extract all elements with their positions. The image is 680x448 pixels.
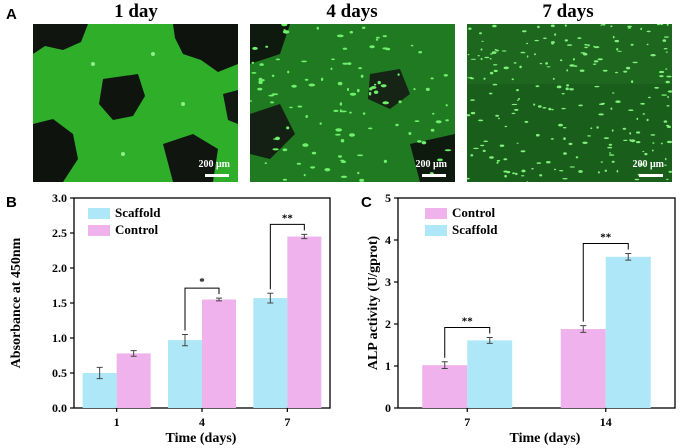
micrograph-4days: 200 μm <box>250 24 455 182</box>
scalebar <box>639 174 663 177</box>
error-bar <box>130 350 137 357</box>
y-tick-label: 3 <box>385 275 391 289</box>
micrograph-1day: 200 μm <box>33 24 238 182</box>
chart-c-ylabel: ALP activity (U/gprot) <box>366 236 381 371</box>
legend-label-scaffold: Scaffold <box>115 205 161 220</box>
panel-c-letter: C <box>361 194 372 211</box>
scalebar <box>422 174 446 177</box>
significance-bracket <box>269 223 305 290</box>
bar-scaffold-4 <box>168 340 202 408</box>
panel-a-letter: A <box>6 6 17 23</box>
significance-label: ** <box>600 231 612 243</box>
x-tick-label: 7 <box>464 415 470 429</box>
chart-b-ylabel: Absorbance at 450nm <box>9 237 24 368</box>
chart-c-xlabel: Time (days) <box>510 431 581 446</box>
significance-bracket <box>582 242 629 322</box>
chart-b: Absorbance at 450nm Time (days) 0.0 0.5 1.… <box>9 191 331 446</box>
legend-swatch-control <box>88 225 110 236</box>
micro-title-4days: 4 days <box>326 1 378 22</box>
scalebar-label: 200 μm <box>415 159 448 170</box>
error-bar <box>625 252 632 261</box>
y-tick-label: 2.5 <box>52 226 67 240</box>
error-bar <box>486 336 493 344</box>
error-bar <box>96 366 103 380</box>
scalebar <box>205 174 229 177</box>
y-tick-label: 2 <box>385 317 391 331</box>
error-bar <box>301 233 308 240</box>
significance-label: ** <box>462 315 474 327</box>
micrograph-4days-image <box>250 24 455 182</box>
y-tick-label: 1 <box>385 359 391 373</box>
significance-bracket <box>184 287 220 331</box>
bar-control-4 <box>202 299 236 408</box>
y-tick-label: 2.0 <box>52 261 67 275</box>
error-bar <box>216 297 222 302</box>
x-tick-label: 4 <box>199 415 205 429</box>
scalebar-label: 200 μm <box>632 159 665 170</box>
significance-label: ** <box>282 212 294 224</box>
bar-scaffold-14 <box>605 256 651 408</box>
x-tick-label: 7 <box>284 415 290 429</box>
chart-c: ALP activity (U/gprot) Time (days) 0 1 2 3 4… <box>366 191 676 446</box>
bar-scaffold-7 <box>253 298 288 408</box>
legend-swatch-control <box>425 208 447 219</box>
bar-control-7 <box>287 236 322 408</box>
scalebar-label: 200 μm <box>198 159 231 170</box>
significance-label: * <box>199 276 205 288</box>
legend-swatch-scaffold <box>88 208 110 219</box>
y-tick-label: 1.0 <box>52 331 67 345</box>
significance-bracket <box>444 326 491 358</box>
y-tick-label: 4 <box>385 233 391 247</box>
chart-b-xlabel: Time (days) <box>166 431 237 446</box>
error-bar <box>441 361 448 370</box>
micrograph-7days-image <box>467 24 672 182</box>
chart-c-frame <box>397 197 676 409</box>
bar-control-1 <box>116 353 151 408</box>
y-tick-label: 0.0 <box>52 401 67 415</box>
micrograph-7days: 200 μm <box>467 24 672 182</box>
bar-control-14 <box>560 329 606 408</box>
y-tick-label: 5 <box>385 191 391 205</box>
y-tick-label: 1.5 <box>52 296 67 310</box>
legend-label-control: Control <box>115 222 158 237</box>
micrograph-1day-image <box>33 24 238 182</box>
y-tick-label: 0.5 <box>52 366 67 380</box>
y-tick-label: 3.0 <box>52 191 67 205</box>
micro-title-7days: 7 days <box>542 1 594 22</box>
bar-scaffold-7 <box>467 340 513 408</box>
panel-b-letter: B <box>6 194 17 211</box>
error-bar <box>182 334 188 347</box>
legend-swatch-scaffold <box>425 225 447 236</box>
legend-label-scaffold: Scaffold <box>452 222 498 237</box>
x-tick-label: 1 <box>114 415 120 429</box>
x-tick-label: 14 <box>600 415 612 429</box>
micro-title-1day: 1 day <box>114 1 158 22</box>
error-bar <box>580 325 587 333</box>
legend-label-control: Control <box>452 205 495 220</box>
bar-control-7 <box>422 365 468 408</box>
y-tick-label: 0 <box>385 401 391 415</box>
error-bar <box>267 292 274 304</box>
